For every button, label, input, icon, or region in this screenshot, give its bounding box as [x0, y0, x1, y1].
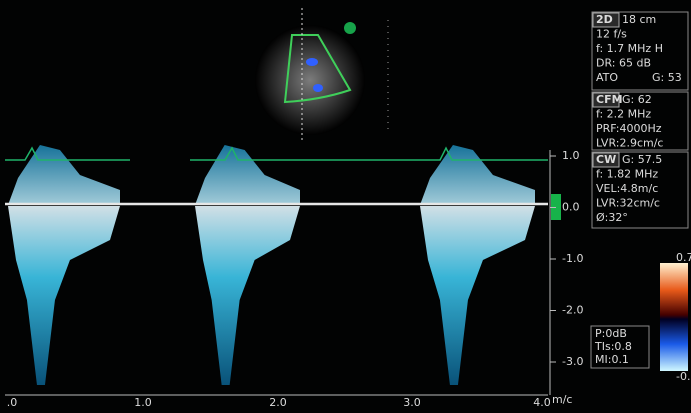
velocity-label: -1.0 [562, 252, 583, 265]
color-bar-top: 0.7 [676, 251, 691, 264]
setting-text: f: 1.82 MHz [596, 168, 658, 181]
flow-color [306, 58, 318, 66]
setting-text: DR: 65 dB [596, 57, 651, 70]
setting-text: LVR:32cm/c [596, 197, 660, 210]
setting-text: G: 57.5 [622, 153, 662, 166]
time-label: 3.0 [403, 396, 421, 409]
tissue [255, 25, 365, 135]
safety-text: TIs:0.8 [594, 340, 632, 353]
velocity-label: -2.0 [562, 304, 583, 317]
time-label: 2.0 [269, 396, 287, 409]
mode-label: CFM [596, 93, 623, 106]
setting-text: Ø:32° [596, 211, 628, 224]
setting-text: PRF:4000Hz [596, 122, 662, 135]
time-label: .0 [7, 396, 18, 409]
orientation-dot [344, 22, 356, 34]
setting-text: f: 1.7 MHz H [596, 42, 663, 55]
flow-color [313, 84, 323, 92]
setting-text: VEL:4.8m/c [596, 182, 658, 195]
mode-label: CW [596, 153, 616, 166]
setting-text: f: 2.2 MHz [596, 108, 651, 121]
velocity-label: -3.0 [562, 355, 583, 368]
color-bar-bottom: -0.7 [676, 370, 691, 383]
setting-text: 12 f/s [596, 28, 627, 41]
setting-text: ATO [596, 71, 618, 84]
safety-text: MI:0.1 [595, 353, 629, 366]
ultrasound-screen: 0.7 -0.7 1.0 0.0 -1.0 -2.0 -3.0 .0 1.0 2.0 3.0 4.… [0, 0, 691, 413]
setting-text: G: 53 [652, 71, 682, 84]
mode-label: 2D [596, 13, 613, 26]
setting-text: LVR:2.9cm/c [596, 137, 663, 150]
time-label: 4.0 [533, 396, 551, 409]
time-label: 1.0 [134, 396, 152, 409]
velocity-label: 1.0 [562, 149, 580, 162]
setting-text: G: 62 [622, 93, 652, 106]
velocity-label: 0.0 [562, 201, 580, 214]
color-bar [660, 263, 688, 371]
time-unit: m/c [552, 393, 572, 406]
safety-text: P:0dB [595, 327, 627, 340]
setting-text: 18 cm [622, 13, 656, 26]
